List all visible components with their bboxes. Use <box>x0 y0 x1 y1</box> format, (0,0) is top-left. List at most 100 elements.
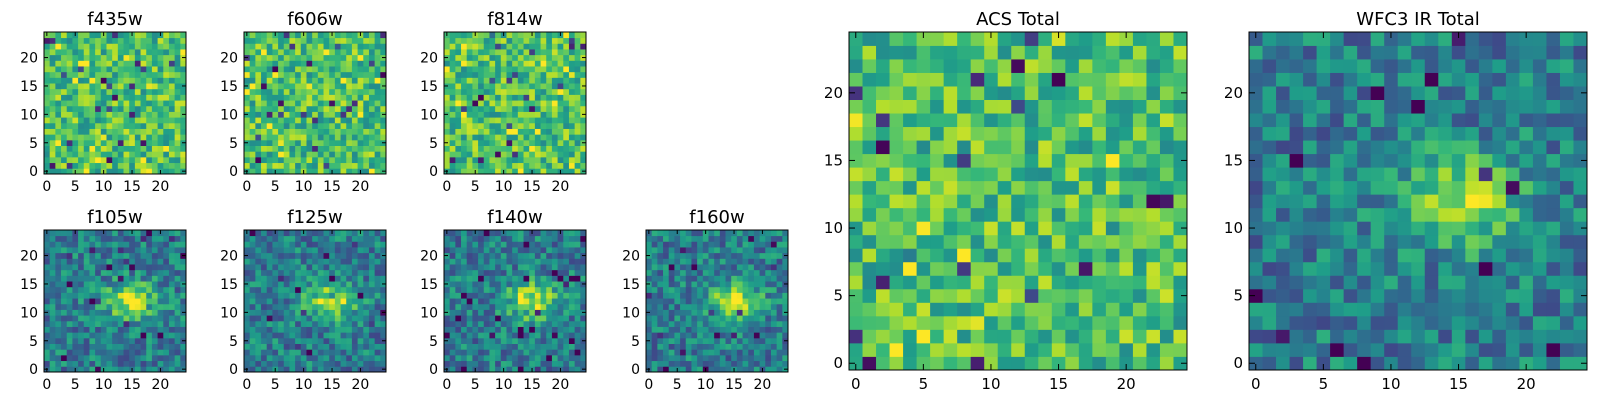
heatmap-cell <box>317 122 324 129</box>
heatmap-cell <box>55 151 62 158</box>
heatmap-cell <box>444 66 451 73</box>
heatmap-cell <box>61 128 68 135</box>
heatmap-cell <box>334 128 341 135</box>
heatmap-cell <box>363 360 370 367</box>
heatmap-cell <box>489 230 496 237</box>
heatmap-cell <box>512 49 519 56</box>
heatmap-cell <box>340 258 347 265</box>
heatmap-cell <box>702 258 709 265</box>
heatmap-cell <box>674 337 681 344</box>
heatmap-cell <box>278 71 285 78</box>
heatmap-cell <box>574 122 581 129</box>
heatmap-cell <box>55 88 62 95</box>
heatmap-cell <box>123 105 130 112</box>
heatmap-cell <box>249 37 256 44</box>
heatmap-cell <box>512 349 519 356</box>
heatmap-cell <box>489 122 496 129</box>
heatmap-cell <box>930 153 945 168</box>
heatmap-cell <box>517 122 524 129</box>
heatmap-cell <box>691 326 698 333</box>
heatmap-cell <box>123 281 130 288</box>
heatmap-cell <box>478 83 485 90</box>
heatmap-cell <box>306 349 313 356</box>
heatmap-cell <box>312 77 319 84</box>
heatmap-cell <box>300 235 307 242</box>
heatmap-cell <box>180 117 187 124</box>
heatmap-cell <box>731 269 738 276</box>
heatmap-cell <box>163 37 170 44</box>
heatmap-cell <box>523 252 530 259</box>
heatmap-cell <box>289 315 296 322</box>
heatmap-cell <box>112 60 119 67</box>
heatmap-cell <box>512 111 519 118</box>
heatmap-cell <box>472 315 479 322</box>
heatmap-cell <box>163 360 170 367</box>
heatmap-cell <box>466 320 473 327</box>
heatmap-cell <box>346 128 353 135</box>
heatmap-cell <box>546 77 553 84</box>
heatmap-cell <box>557 258 564 265</box>
heatmap-cell <box>557 275 564 282</box>
heatmap-cell <box>997 207 1012 222</box>
heatmap-cell <box>523 309 530 316</box>
heatmap-cell <box>563 258 570 265</box>
x-tick-label: 10 <box>495 179 513 195</box>
heatmap-cell <box>180 32 187 39</box>
heatmap-cell <box>55 117 62 124</box>
heatmap-cell <box>140 77 147 84</box>
heatmap-cell <box>146 326 153 333</box>
heatmap-cell <box>540 168 547 175</box>
heatmap-cell <box>323 309 330 316</box>
heatmap-cell <box>168 264 176 271</box>
heatmap-cell <box>83 320 90 327</box>
heatmap-cell <box>374 145 381 152</box>
heatmap-cell <box>174 77 181 84</box>
heatmap-cell <box>72 162 79 169</box>
axes-frame <box>243 31 387 175</box>
heatmap-cell <box>472 71 479 78</box>
heatmap-cell <box>580 71 587 78</box>
heatmap-cell <box>478 168 485 175</box>
heatmap-cell <box>657 258 664 265</box>
heatmap-cell <box>849 234 863 249</box>
heatmap-cell <box>680 281 687 288</box>
heatmap-cell <box>168 134 176 141</box>
heatmap-cell <box>261 111 268 118</box>
heatmap-cell <box>129 156 136 164</box>
y-tick-label: 0 <box>29 164 38 180</box>
heatmap-cell <box>380 88 387 95</box>
heatmap-cell <box>317 88 324 95</box>
heatmap-cell <box>95 128 102 135</box>
heatmap-cell <box>776 354 783 362</box>
heatmap-cell <box>261 134 268 141</box>
heatmap-cell <box>168 94 176 101</box>
heatmap-cell <box>174 32 181 39</box>
heatmap-cell <box>295 66 302 73</box>
heatmap-cell <box>697 281 704 288</box>
heatmap-cell <box>697 309 704 316</box>
heatmap-cell <box>374 332 381 339</box>
heatmap-cell <box>374 168 381 175</box>
heatmap-cell <box>134 43 141 50</box>
heatmap-cell <box>997 261 1012 276</box>
heatmap-cell <box>306 315 313 322</box>
heatmap-cell <box>78 54 85 61</box>
heatmap-cell <box>151 258 158 265</box>
heatmap-cell <box>512 360 519 367</box>
heatmap-cell <box>66 168 73 175</box>
heatmap-cell <box>685 343 692 350</box>
heatmap-cell <box>770 320 778 327</box>
heatmap-cell <box>984 288 999 303</box>
heatmap-cell <box>134 145 141 152</box>
heatmap-cell <box>278 49 285 56</box>
heatmap-cell <box>1105 288 1120 303</box>
heatmap-cell <box>478 100 485 107</box>
heatmap-cell <box>123 54 130 61</box>
heatmap-cell <box>1119 167 1134 182</box>
heatmap-cell <box>78 281 85 288</box>
heatmap-cell <box>317 235 324 242</box>
heatmap-cell <box>278 94 285 101</box>
heatmap-cell <box>357 269 364 276</box>
heatmap-cell <box>249 269 256 276</box>
heatmap-cell <box>95 292 102 299</box>
